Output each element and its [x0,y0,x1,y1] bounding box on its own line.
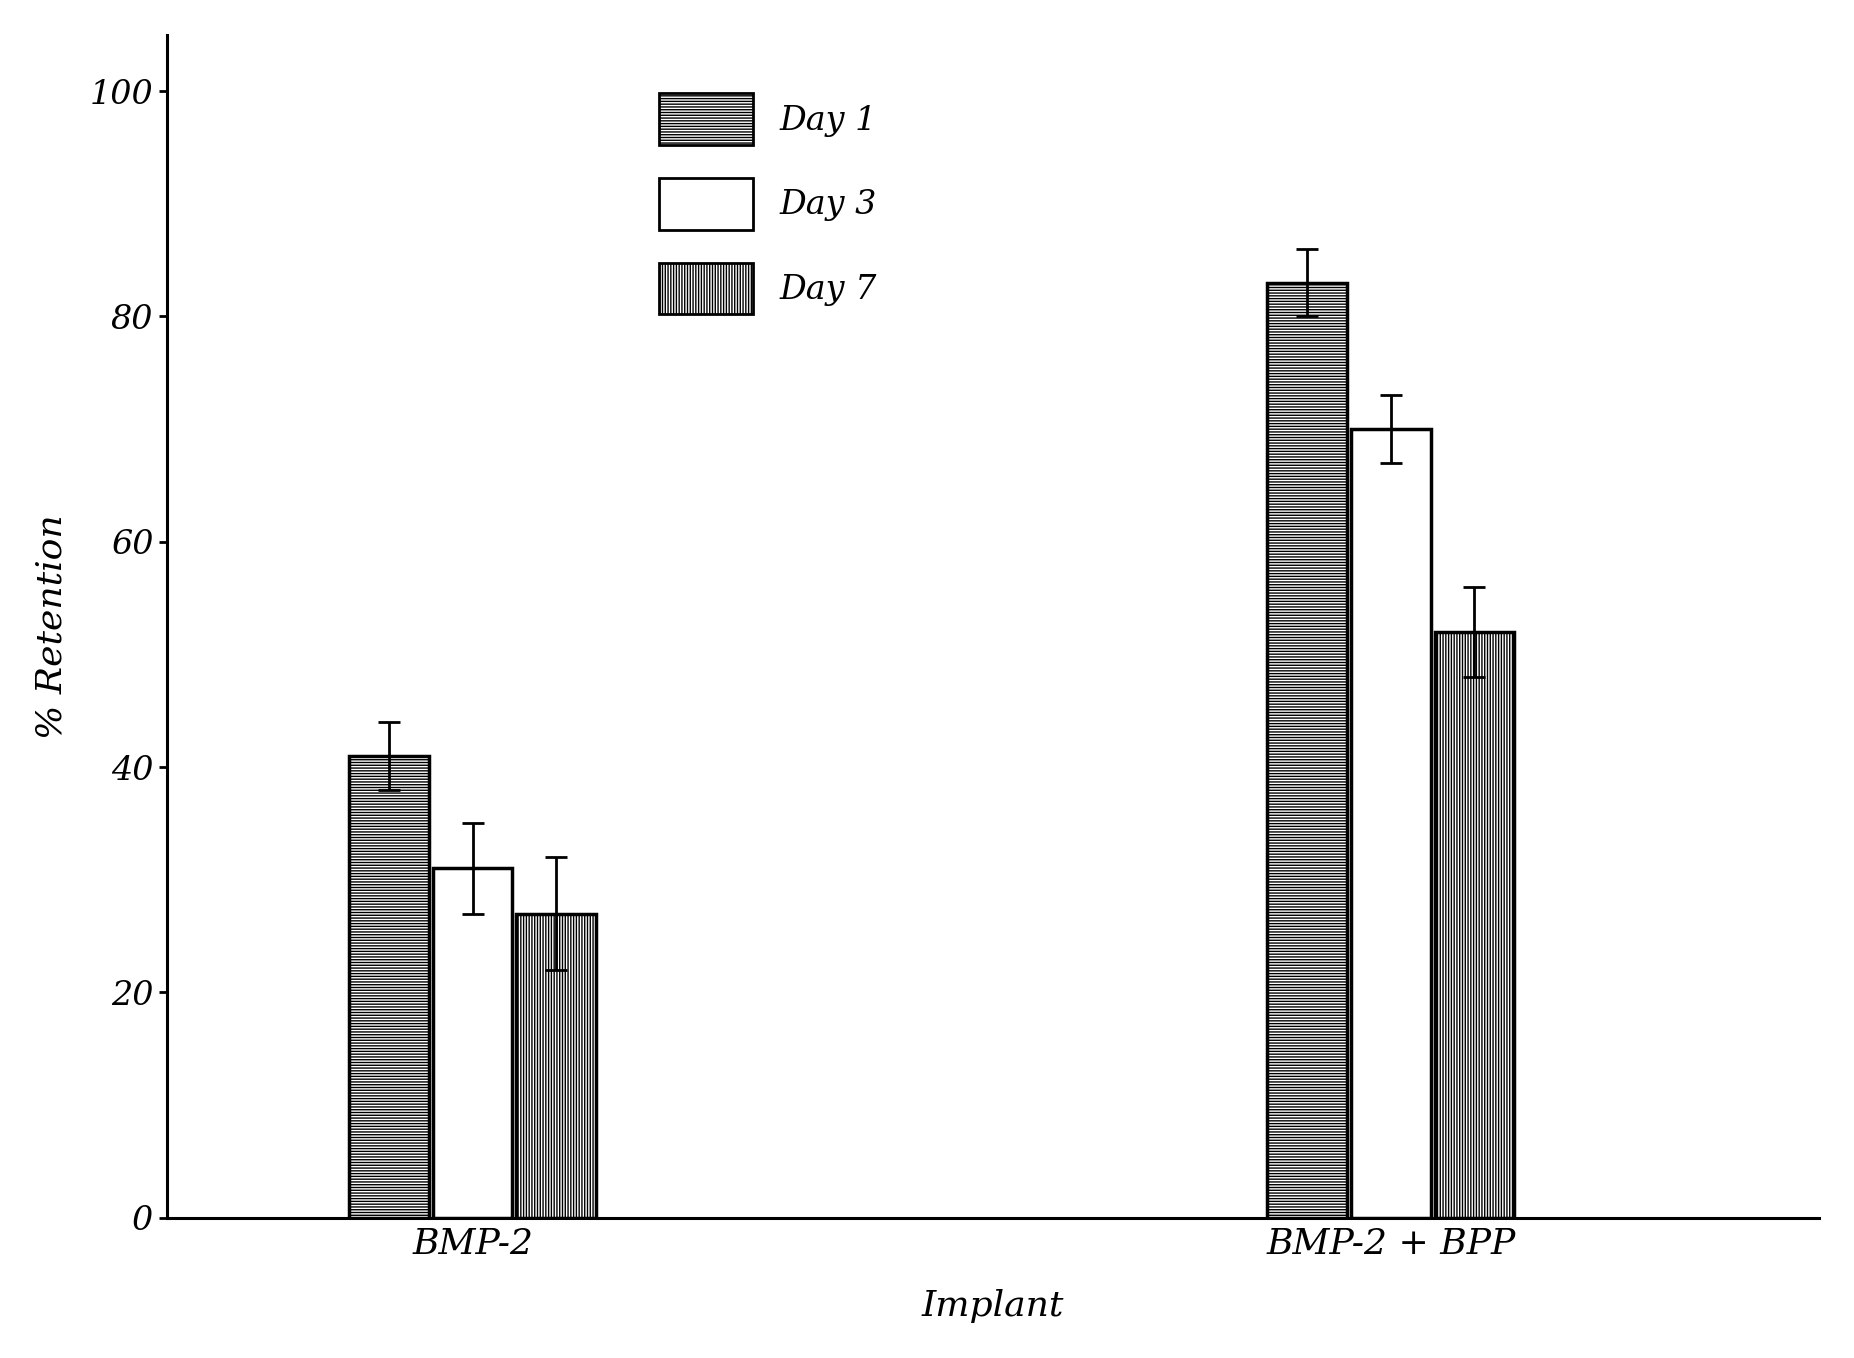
Y-axis label: % Retention: % Retention [35,513,69,739]
Bar [432,869,512,1218]
Bar [515,914,595,1218]
Bar [1268,282,1348,1218]
X-axis label: Implant: Implant [921,1289,1064,1323]
Legend: Day 1, Day 3, Day 7: Day 1, Day 3, Day 7 [629,64,907,345]
Bar [1352,429,1431,1218]
Bar [1435,631,1515,1218]
Bar [349,756,428,1218]
